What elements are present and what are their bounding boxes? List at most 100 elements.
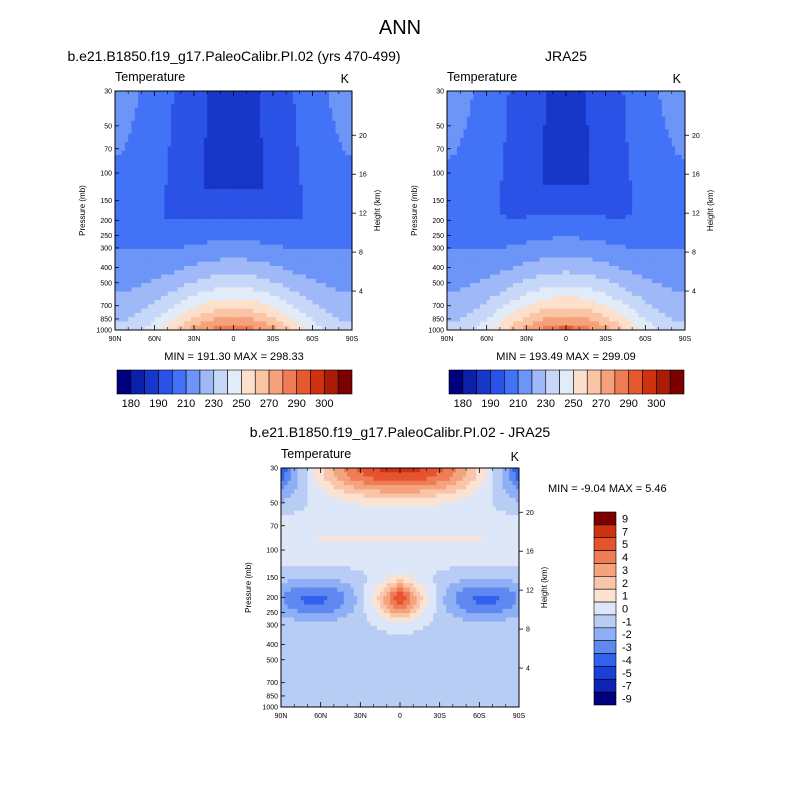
contour-cell bbox=[236, 137, 241, 143]
contour-cell bbox=[292, 227, 297, 233]
contour-cell bbox=[319, 287, 323, 292]
contour-cell bbox=[292, 116, 297, 122]
contour-cell bbox=[625, 95, 630, 100]
contour-cell bbox=[480, 129, 484, 135]
contour-cell bbox=[170, 244, 175, 250]
contour-cell bbox=[602, 108, 607, 113]
contour-cell bbox=[276, 278, 280, 284]
contour-cell bbox=[217, 261, 221, 267]
contour-cell bbox=[131, 219, 136, 224]
contour-cell bbox=[299, 287, 304, 292]
y-tick-label: 250 bbox=[100, 233, 112, 240]
contour-cell bbox=[226, 167, 231, 173]
contour-cell bbox=[210, 193, 215, 199]
contour-cell bbox=[615, 116, 620, 122]
contour-cell bbox=[226, 287, 231, 292]
contour-cell bbox=[230, 219, 234, 224]
contour-cell bbox=[243, 274, 248, 280]
contour-cell bbox=[194, 133, 198, 139]
contour-cell bbox=[276, 291, 280, 297]
contour-cell bbox=[259, 91, 264, 96]
contour-cell bbox=[286, 295, 290, 301]
contour-cell bbox=[226, 159, 231, 164]
contour-cell bbox=[338, 325, 343, 331]
contour-cell bbox=[200, 189, 205, 194]
contour-cell bbox=[124, 99, 129, 105]
contour-cell bbox=[167, 214, 172, 220]
contour-cell bbox=[263, 91, 267, 96]
contour-cell bbox=[167, 137, 172, 143]
contour-cell bbox=[144, 240, 149, 246]
contour-cell bbox=[513, 95, 517, 100]
contour-cell bbox=[302, 137, 307, 143]
contour-cell bbox=[151, 197, 155, 203]
contour-cell bbox=[463, 95, 468, 100]
contour-cell bbox=[174, 291, 178, 297]
contour-cell bbox=[256, 163, 261, 169]
contour-cell bbox=[302, 129, 307, 135]
contour-cell bbox=[605, 133, 610, 139]
contour-cell bbox=[141, 219, 146, 224]
contour-cell bbox=[207, 120, 211, 126]
contour-cell bbox=[141, 231, 146, 237]
contour-cell bbox=[236, 227, 241, 233]
contour-cell bbox=[167, 129, 172, 135]
contour-cell bbox=[167, 172, 172, 177]
contour-cell bbox=[131, 227, 136, 233]
contour-cell bbox=[147, 197, 152, 203]
contour-cell bbox=[325, 206, 330, 211]
contour-cell bbox=[299, 223, 304, 228]
contour-cell bbox=[144, 163, 149, 169]
contour-cell bbox=[273, 304, 277, 310]
contour-cell bbox=[299, 193, 304, 199]
contour-cell bbox=[279, 206, 284, 211]
contour-cell bbox=[325, 304, 330, 310]
contour-cell bbox=[529, 103, 534, 109]
contour-cell bbox=[138, 116, 142, 122]
contour-cell bbox=[332, 201, 336, 207]
contour-cell bbox=[223, 210, 228, 216]
contour-cell bbox=[286, 163, 290, 169]
contour-cell bbox=[506, 112, 511, 118]
contour-cell bbox=[138, 137, 142, 143]
contour-cell bbox=[305, 176, 310, 182]
contour-cell bbox=[259, 172, 264, 177]
contour-cell bbox=[223, 287, 228, 292]
contour-cell bbox=[167, 308, 172, 314]
contour-cell bbox=[289, 317, 294, 322]
contour-plot: 90N 60N 30N 0 30S 60S 90S305070100150200250300… bbox=[410, 89, 715, 344]
contour-cell bbox=[187, 308, 192, 314]
contour-cell bbox=[259, 244, 264, 250]
contour-cell bbox=[203, 283, 208, 288]
contour-cell bbox=[174, 304, 178, 310]
contour-cell bbox=[174, 321, 178, 327]
contour-cell bbox=[197, 189, 201, 194]
contour-cell bbox=[161, 180, 165, 186]
contour-cell bbox=[342, 159, 346, 164]
contour-cell bbox=[605, 137, 610, 143]
contour-cell bbox=[200, 244, 205, 250]
contour-cell bbox=[342, 163, 346, 169]
contour-cell bbox=[207, 197, 211, 203]
contour-cell bbox=[665, 133, 669, 139]
contour-cell bbox=[279, 95, 284, 100]
contour-cell bbox=[203, 99, 208, 105]
contour-cell bbox=[220, 155, 225, 160]
contour-cell bbox=[309, 304, 313, 310]
contour-cell bbox=[292, 150, 297, 156]
contour-cell bbox=[213, 287, 218, 292]
contour-cell bbox=[200, 257, 205, 263]
contour-cell bbox=[460, 137, 464, 143]
contour-cell bbox=[194, 116, 198, 122]
contour-cell bbox=[180, 99, 185, 105]
contour-cell bbox=[496, 103, 501, 109]
contour-cell bbox=[226, 240, 231, 246]
contour-cell bbox=[170, 142, 175, 147]
contour-cell bbox=[579, 133, 583, 139]
contour-cell bbox=[289, 278, 294, 284]
contour-cell bbox=[131, 201, 136, 207]
contour-cell bbox=[243, 167, 248, 173]
contour-cell bbox=[223, 142, 228, 147]
contour-cell bbox=[342, 321, 346, 327]
contour-cell bbox=[263, 103, 267, 109]
